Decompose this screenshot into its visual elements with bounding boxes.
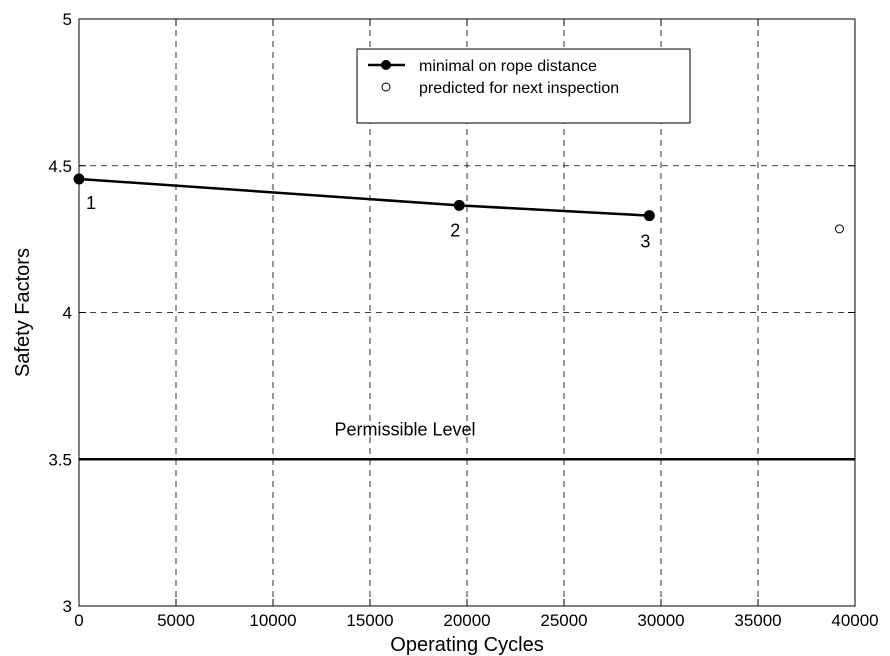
x-tick-label: 0 <box>74 611 83 630</box>
data-point-minimal <box>453 199 465 211</box>
y-tick-label: 4.5 <box>48 157 72 176</box>
point-label: 1 <box>86 193 96 213</box>
legend: minimal on rope distance predicted for n… <box>356 48 691 124</box>
data-point-minimal <box>643 210 655 222</box>
x-axis-title: Operating Cycles <box>390 634 543 656</box>
y-tick-label: 3.5 <box>48 450 72 469</box>
point-label: 3 <box>640 232 650 252</box>
x-tick-label: 10000 <box>249 611 296 630</box>
x-tick-label: 20000 <box>443 611 490 630</box>
x-tick-label: 35000 <box>734 611 781 630</box>
ticks <box>78 18 856 607</box>
legend-label-minimal: minimal on rope distance <box>419 58 597 75</box>
y-tick-label: 4 <box>63 304 72 323</box>
x-tick-label: 40000 <box>831 611 878 630</box>
legend-box <box>356 48 691 124</box>
legend-marker-predicted <box>381 82 391 92</box>
series-layer: 1 2 3 <box>73 173 844 252</box>
permissible-level-label: Permissible Level <box>334 419 475 439</box>
x-tick-label: 25000 <box>540 611 587 630</box>
x-tick-label: 30000 <box>637 611 684 630</box>
y-tick-label: 3 <box>63 597 72 616</box>
point-label: 2 <box>450 220 460 240</box>
legend-label-predicted: predicted for next inspection <box>419 80 619 97</box>
y-tick-label: 5 <box>63 10 72 29</box>
x-tick-label: 15000 <box>346 611 393 630</box>
data-point-predicted <box>834 224 844 234</box>
legend-marker-minimal <box>381 60 391 70</box>
y-axis-title: Safety Factors <box>12 248 34 377</box>
tick-labels: 0 5000 10000 15000 20000 25000 30000 35000 40000… <box>48 10 878 630</box>
x-tick-label: 5000 <box>157 611 195 630</box>
